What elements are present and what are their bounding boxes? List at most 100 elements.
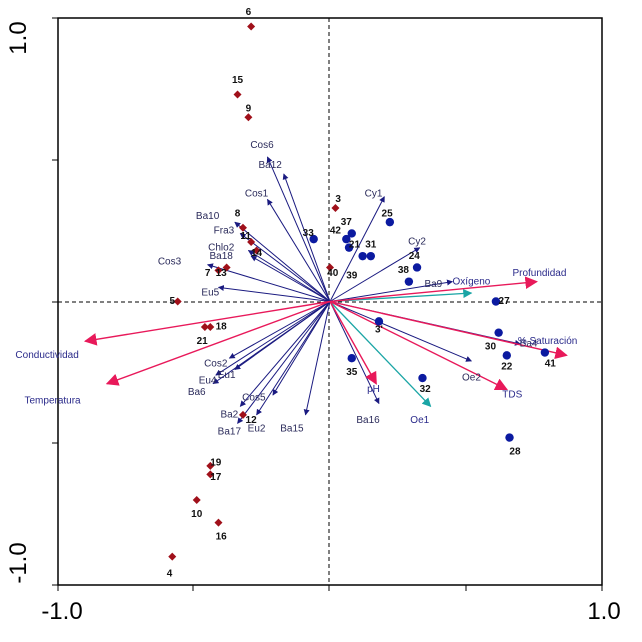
species-label-oe2: Oe2 — [462, 373, 481, 384]
env-arrow-conductividad — [83, 300, 331, 346]
oxygen-label-oe1: Oe1 — [410, 415, 429, 426]
species-label-ba4: Ba4 — [520, 339, 538, 350]
site-label-31: 31 — [365, 239, 377, 250]
site-label-37: 37 — [341, 217, 353, 228]
env-label-saturaci-n: % Saturación — [518, 336, 577, 347]
species-arrow-cos1 — [267, 198, 331, 302]
y-tick-label-min: -1.0 — [5, 542, 32, 583]
site-label-41: 41 — [545, 359, 557, 370]
site-diamond-19 — [206, 461, 215, 470]
site-diamond-8 — [238, 223, 247, 232]
site-label-6: 6 — [246, 7, 252, 18]
site-diamond-9 — [244, 113, 253, 122]
site-label-3: 3 — [335, 194, 341, 205]
species-arrow-ba12 — [282, 173, 331, 302]
site-diamond-15 — [233, 90, 242, 99]
site-circle-27 — [491, 297, 501, 306]
site-diamond-3 — [331, 203, 340, 212]
site-label-32: 32 — [420, 384, 432, 395]
site-circle-30 — [494, 328, 503, 337]
site-diamond-10 — [192, 495, 201, 504]
site-diamond-4 — [168, 552, 177, 561]
site-label-12: 12 — [246, 415, 258, 426]
species-label-cos6: Cos6 — [250, 140, 274, 151]
species-label-ba9: Ba9 — [424, 279, 442, 290]
oxygen-vectors — [329, 288, 473, 408]
y-tick-label-max: 1.0 — [5, 21, 32, 54]
species-label-eu4: Eu4 — [199, 376, 217, 387]
site-diamond-14 — [252, 246, 261, 255]
species-arrow-ba2 — [239, 301, 331, 407]
point-labels: Cy1 Cy2 Ba9 Ba4 Oe2 Ba16 Ba15 Eu2 Ba17 Ba2 Cos5 Ba6… — [15, 7, 577, 579]
env-label-ph: pH — [367, 384, 380, 395]
site-circle-25 — [385, 217, 395, 227]
site-circle-38 — [404, 277, 414, 286]
site-circle-39 — [358, 251, 367, 261]
site-diamond-18 — [206, 323, 215, 332]
site-circle-24 — [412, 263, 422, 272]
species-arrow-ba10 — [234, 221, 331, 302]
site-diamond-5 — [173, 297, 182, 306]
env-arrow-temperatura — [105, 300, 331, 386]
species-arrow-cos2 — [228, 301, 331, 359]
site-label-13: 13 — [216, 268, 228, 279]
species-arrow-ba15 — [303, 301, 331, 416]
site-label-38: 38 — [398, 265, 410, 276]
species-arrow-fra3 — [239, 233, 331, 302]
oxygen-arrow-oe1 — [329, 301, 432, 408]
env-arrow-profundidad — [329, 276, 538, 303]
site-label-33: 33 — [303, 228, 315, 239]
species-arrow-cos6 — [266, 156, 331, 302]
site-label-40: 40 — [327, 268, 339, 279]
species-label-ba10: Ba10 — [196, 211, 220, 222]
site-points — [168, 22, 550, 561]
site-label-4: 4 — [167, 568, 173, 579]
env-arrow-ph — [329, 301, 377, 385]
site-diamond-16 — [214, 518, 223, 527]
site-label-17: 17 — [210, 472, 222, 483]
site-label-14: 14 — [251, 248, 263, 259]
oxygen-arrow-ox-geno — [329, 288, 473, 303]
site-diamond-13 — [222, 263, 231, 272]
env-label-conductividad: Conductividad — [15, 350, 78, 361]
env-label-temperatura: Temperatura — [24, 395, 81, 406]
species-label-cos1: Cos1 — [245, 188, 269, 199]
site-circle-22 — [502, 351, 511, 360]
site-diamond-12 — [238, 410, 247, 419]
species-label-ba6: Ba6 — [188, 387, 206, 398]
site-diamond-21 — [200, 323, 209, 332]
site-diamond-6 — [247, 22, 256, 31]
site-label-28: 28 — [509, 446, 521, 457]
species-label-cos5: Cos5 — [242, 393, 266, 404]
site-label-22: 22 — [501, 361, 513, 372]
species-label-cy1: Cy1 — [365, 188, 383, 199]
site-label-7: 7 — [205, 268, 211, 279]
site-circle-21 — [344, 243, 354, 252]
site-circle-41 — [540, 348, 550, 357]
site-circle-3 — [374, 317, 384, 326]
site-label-21: 21 — [197, 336, 209, 347]
species-label-eu5: Eu5 — [201, 288, 219, 299]
species-arrow-cy2 — [329, 247, 421, 302]
env-label-tds: TDS — [502, 390, 522, 401]
species-label-chlo2: Chlo2 — [208, 242, 235, 253]
species-vectors — [207, 156, 521, 424]
site-diamond-7 — [214, 266, 223, 275]
species-arrow-eu5 — [217, 285, 331, 302]
site-label-10: 10 — [191, 509, 203, 520]
site-label-8: 8 — [235, 208, 241, 219]
species-label-ba18: Ba18 — [210, 251, 234, 262]
site-label-9: 9 — [246, 103, 252, 114]
species-label-cos3: Cos3 — [158, 256, 182, 267]
env-label-profundidad: Profundidad — [512, 268, 566, 279]
site-diamond-17 — [206, 470, 215, 479]
site-label-25: 25 — [382, 208, 394, 219]
species-arrow-cy1 — [329, 196, 385, 302]
site-label-21: 21 — [349, 239, 361, 250]
site-label-16: 16 — [216, 531, 228, 542]
site-circle-42 — [342, 234, 351, 244]
site-label-42: 42 — [330, 225, 342, 236]
site-label-24: 24 — [409, 251, 421, 262]
species-label-eu2: Eu2 — [248, 424, 266, 435]
